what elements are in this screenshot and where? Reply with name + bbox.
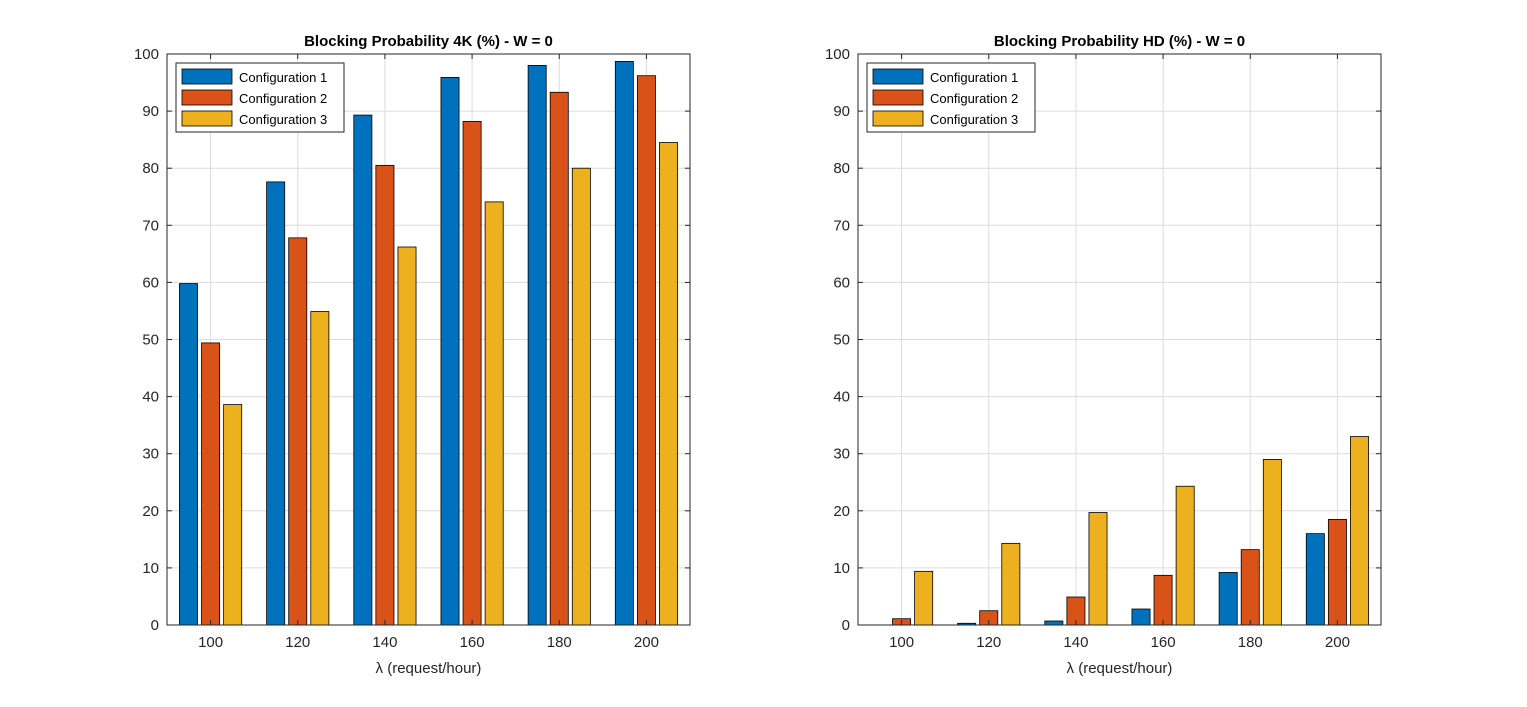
bar-series3-160 [484,201,504,626]
x-tick-label: 160 [1151,634,1176,651]
bar-series1-200 [1305,533,1325,626]
y-tick-label: 60 [142,274,159,291]
y-tick-label: 80 [142,160,159,177]
x-tick-label: 140 [1063,634,1088,651]
y-tick-label: 0 [842,617,850,634]
y-tick-label: 70 [833,217,850,234]
legend: Configuration 1 Configuration 2 Configurat… [175,62,345,133]
bar-series3-180 [1262,459,1282,626]
x-tick-label: 140 [372,634,397,651]
legend-label: Configuration 3 [930,112,1018,127]
bar-series1-200 [614,61,634,626]
y-tick-label: 70 [142,217,159,234]
y-tick-label: 100 [825,46,850,63]
bar-series2-180 [1240,549,1260,626]
bar-series3-140 [1088,512,1108,626]
legend-label: Configuration 3 [239,112,327,127]
bar-series2-120 [288,237,308,626]
bar-series3-180 [571,167,591,626]
legend-swatch [872,110,924,127]
x-tick-label: 180 [1238,634,1263,651]
x-tick-label: 120 [976,634,1001,651]
bar-series1-180 [527,65,547,626]
y-tick-label: 90 [142,103,159,120]
legend-swatch [872,68,924,85]
legend-label: Configuration 2 [239,91,327,106]
legend-label: Configuration 2 [930,91,1018,106]
bar-series3-120 [1001,542,1021,626]
chart-panel-2: 0 10 20 30 40 50 60 70 80 90 100 100 120 140 160 180 200… [825,33,1382,677]
legend-label: Configuration 1 [239,70,327,85]
bar-series3-140 [397,246,417,626]
legend-swatch [181,110,233,127]
x-axis-label: λ (request/hour) [376,660,482,677]
legend: Configuration 1 Configuration 2 Configurat… [866,62,1036,133]
y-tick-label: 10 [833,560,850,577]
y-tick-label: 20 [142,503,159,520]
x-tick-label: 200 [634,634,659,651]
chart-title: Blocking Probability 4K (%) - W = 0 [304,33,553,50]
x-tick-label: 180 [547,634,572,651]
y-tick-label: 90 [833,103,850,120]
y-tick-label: 30 [142,446,159,463]
bar-series3-200 [1350,436,1369,626]
y-tick-label: 40 [142,389,159,406]
y-tick-label: 50 [142,332,159,349]
x-tick-label: 200 [1325,634,1350,651]
bar-series3-100 [223,404,243,626]
x-tick-label: 120 [285,634,310,651]
legend-swatch [181,68,233,85]
y-tick-label: 80 [833,160,850,177]
bar-series1-140 [353,114,373,626]
x-axis-label: λ (request/hour) [1067,660,1173,677]
y-tick-label: 10 [142,560,159,577]
bar-series1-160 [1131,608,1151,626]
y-tick-label: 60 [833,274,850,291]
y-tick-label: 40 [833,389,850,406]
bar-series3-100 [914,570,934,626]
x-tick-label: 160 [460,634,485,651]
bar-series2-140 [375,164,395,626]
bar-series1-140 [1044,620,1064,626]
bar-series2-200 [1327,518,1347,626]
x-tick-label: 100 [889,634,914,651]
x-tick-label: 100 [198,634,223,651]
legend-swatch [181,89,233,106]
legend-label: Configuration 1 [930,70,1018,85]
chart-panel-1: 0 10 20 30 40 50 60 70 80 90 100 100 120 140 160 180 200… [134,33,691,677]
y-tick-label: 20 [833,503,850,520]
y-tick-label: 100 [134,46,159,63]
bar-series1-120 [266,181,286,626]
bar-series1-100 [179,283,198,626]
bar-series1-180 [1218,572,1238,626]
bar-series3-160 [1175,485,1195,626]
bar-series2-180 [549,91,569,626]
chart-title: Blocking Probability HD (%) - W = 0 [994,33,1245,50]
bar-series1-160 [440,77,460,626]
bar-series2-160 [462,120,482,626]
y-tick-label: 0 [151,617,159,634]
legend-swatch [872,89,924,106]
bar-series2-160 [1153,574,1173,626]
bar-series3-200 [659,142,678,626]
y-tick-label: 50 [833,332,850,349]
y-tick-label: 30 [833,446,850,463]
bar-series2-100 [201,342,221,626]
bar-series2-200 [636,75,656,626]
bar-series3-120 [310,311,330,626]
